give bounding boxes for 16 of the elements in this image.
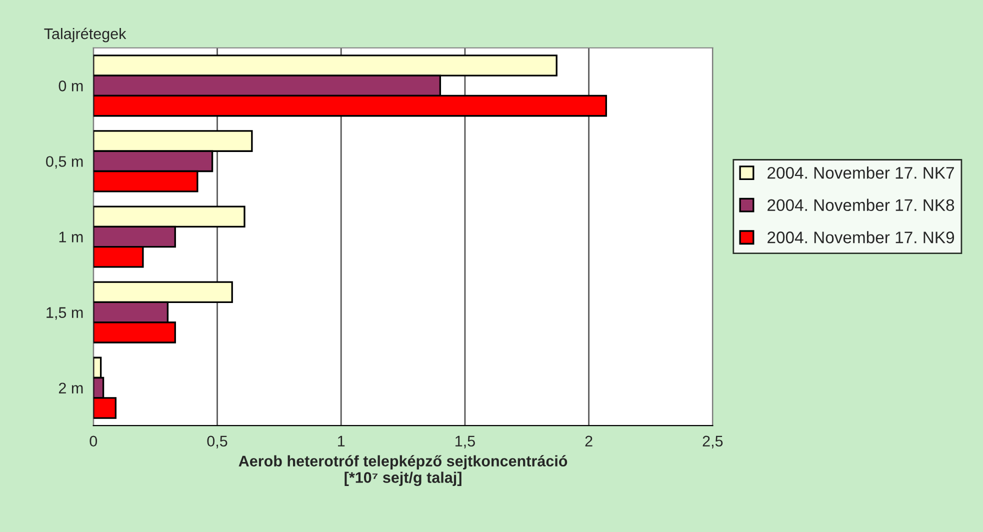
y-tick-label: 2 m (58, 382, 83, 394)
x-tick-label: 0,5 (207, 436, 228, 448)
x-axis-title: Aerob heterotróf telepképző sejtkoncentráció [*10⁷ sejt/g talaj] (238, 455, 568, 486)
x-tick-label: 0 (90, 436, 98, 447)
y-tick-label: 1,5 m (46, 307, 83, 320)
x-tick-label: 2,5 (702, 436, 723, 448)
x-tick-label: 2 (585, 436, 592, 446)
legend-label: 2004. November 17. NK8 (768, 198, 954, 212)
legend-label: 2004. November 17. NK7 (768, 166, 954, 179)
y-axis-title: Talajrétegek (44, 28, 126, 42)
x-tick-label: 1,5 (456, 436, 475, 448)
y-tick-label: 1 m (59, 232, 83, 242)
legend-label: 2004. November 17. NK9 (768, 231, 954, 244)
x-tick-label: 1 (338, 436, 345, 446)
y-tick-label: 0,5 m (46, 156, 83, 169)
y-tick-label: 0 m (58, 80, 83, 92)
